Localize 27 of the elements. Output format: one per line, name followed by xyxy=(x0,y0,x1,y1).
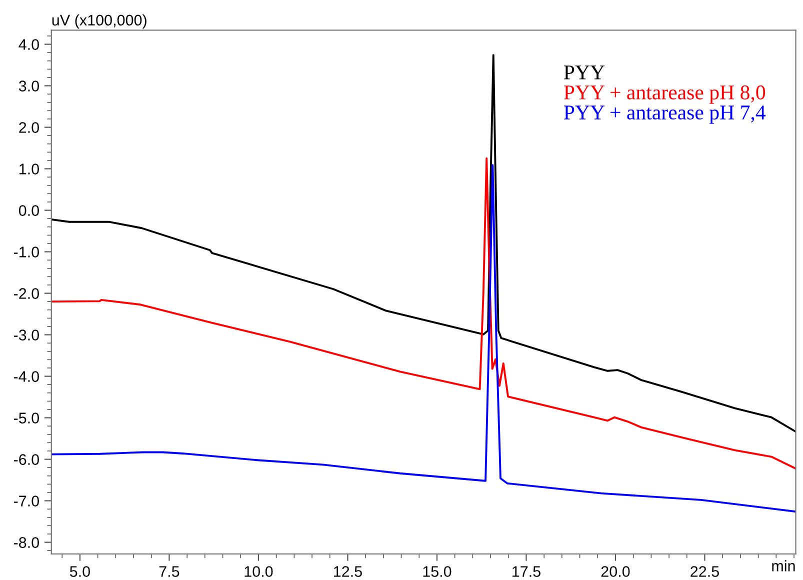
y-tick-label: 4.0 xyxy=(18,39,39,50)
y-tick-label: -2.0 xyxy=(14,288,39,299)
y-tick-label: -6.0 xyxy=(14,454,39,465)
text: PYY + antarease pH 7,4 xyxy=(564,106,766,124)
x-tick-label: 10.0 xyxy=(244,566,273,577)
x-tick-label: 7.5 xyxy=(159,566,180,577)
y-tick-label: 3.0 xyxy=(18,80,39,92)
y-axis-title: uV (x100,000) xyxy=(52,14,146,29)
y-tick-label: -1.0 xyxy=(14,246,39,258)
x-tick-label: 5.0 xyxy=(70,566,90,577)
y-tick-label: 1.0 xyxy=(20,164,39,174)
y-tick-label: -7.0 xyxy=(14,496,39,506)
y-tick-label: -8.0 xyxy=(14,537,39,548)
x-tick-label: 12.5 xyxy=(334,566,362,577)
y-tick-label: -5.0 xyxy=(14,412,39,424)
y-tick-label: -4.0 xyxy=(14,371,39,382)
line-series xyxy=(51,54,796,432)
text: PYY + antarease pH 8,0 xyxy=(564,85,766,104)
y-tick-label: 0.0 xyxy=(18,205,39,216)
x-tick-label: 20.0 xyxy=(601,566,630,577)
x-axis-title: min xyxy=(772,560,795,572)
y-tick-label: -3.0 xyxy=(14,330,39,340)
x-tick-label: 22.5 xyxy=(690,566,719,577)
text: PYY xyxy=(564,66,605,80)
x-tick-label: 15.0 xyxy=(423,566,452,577)
x-tick-label: 17.5 xyxy=(512,566,540,577)
y-tick-label: 2.0 xyxy=(19,122,39,133)
